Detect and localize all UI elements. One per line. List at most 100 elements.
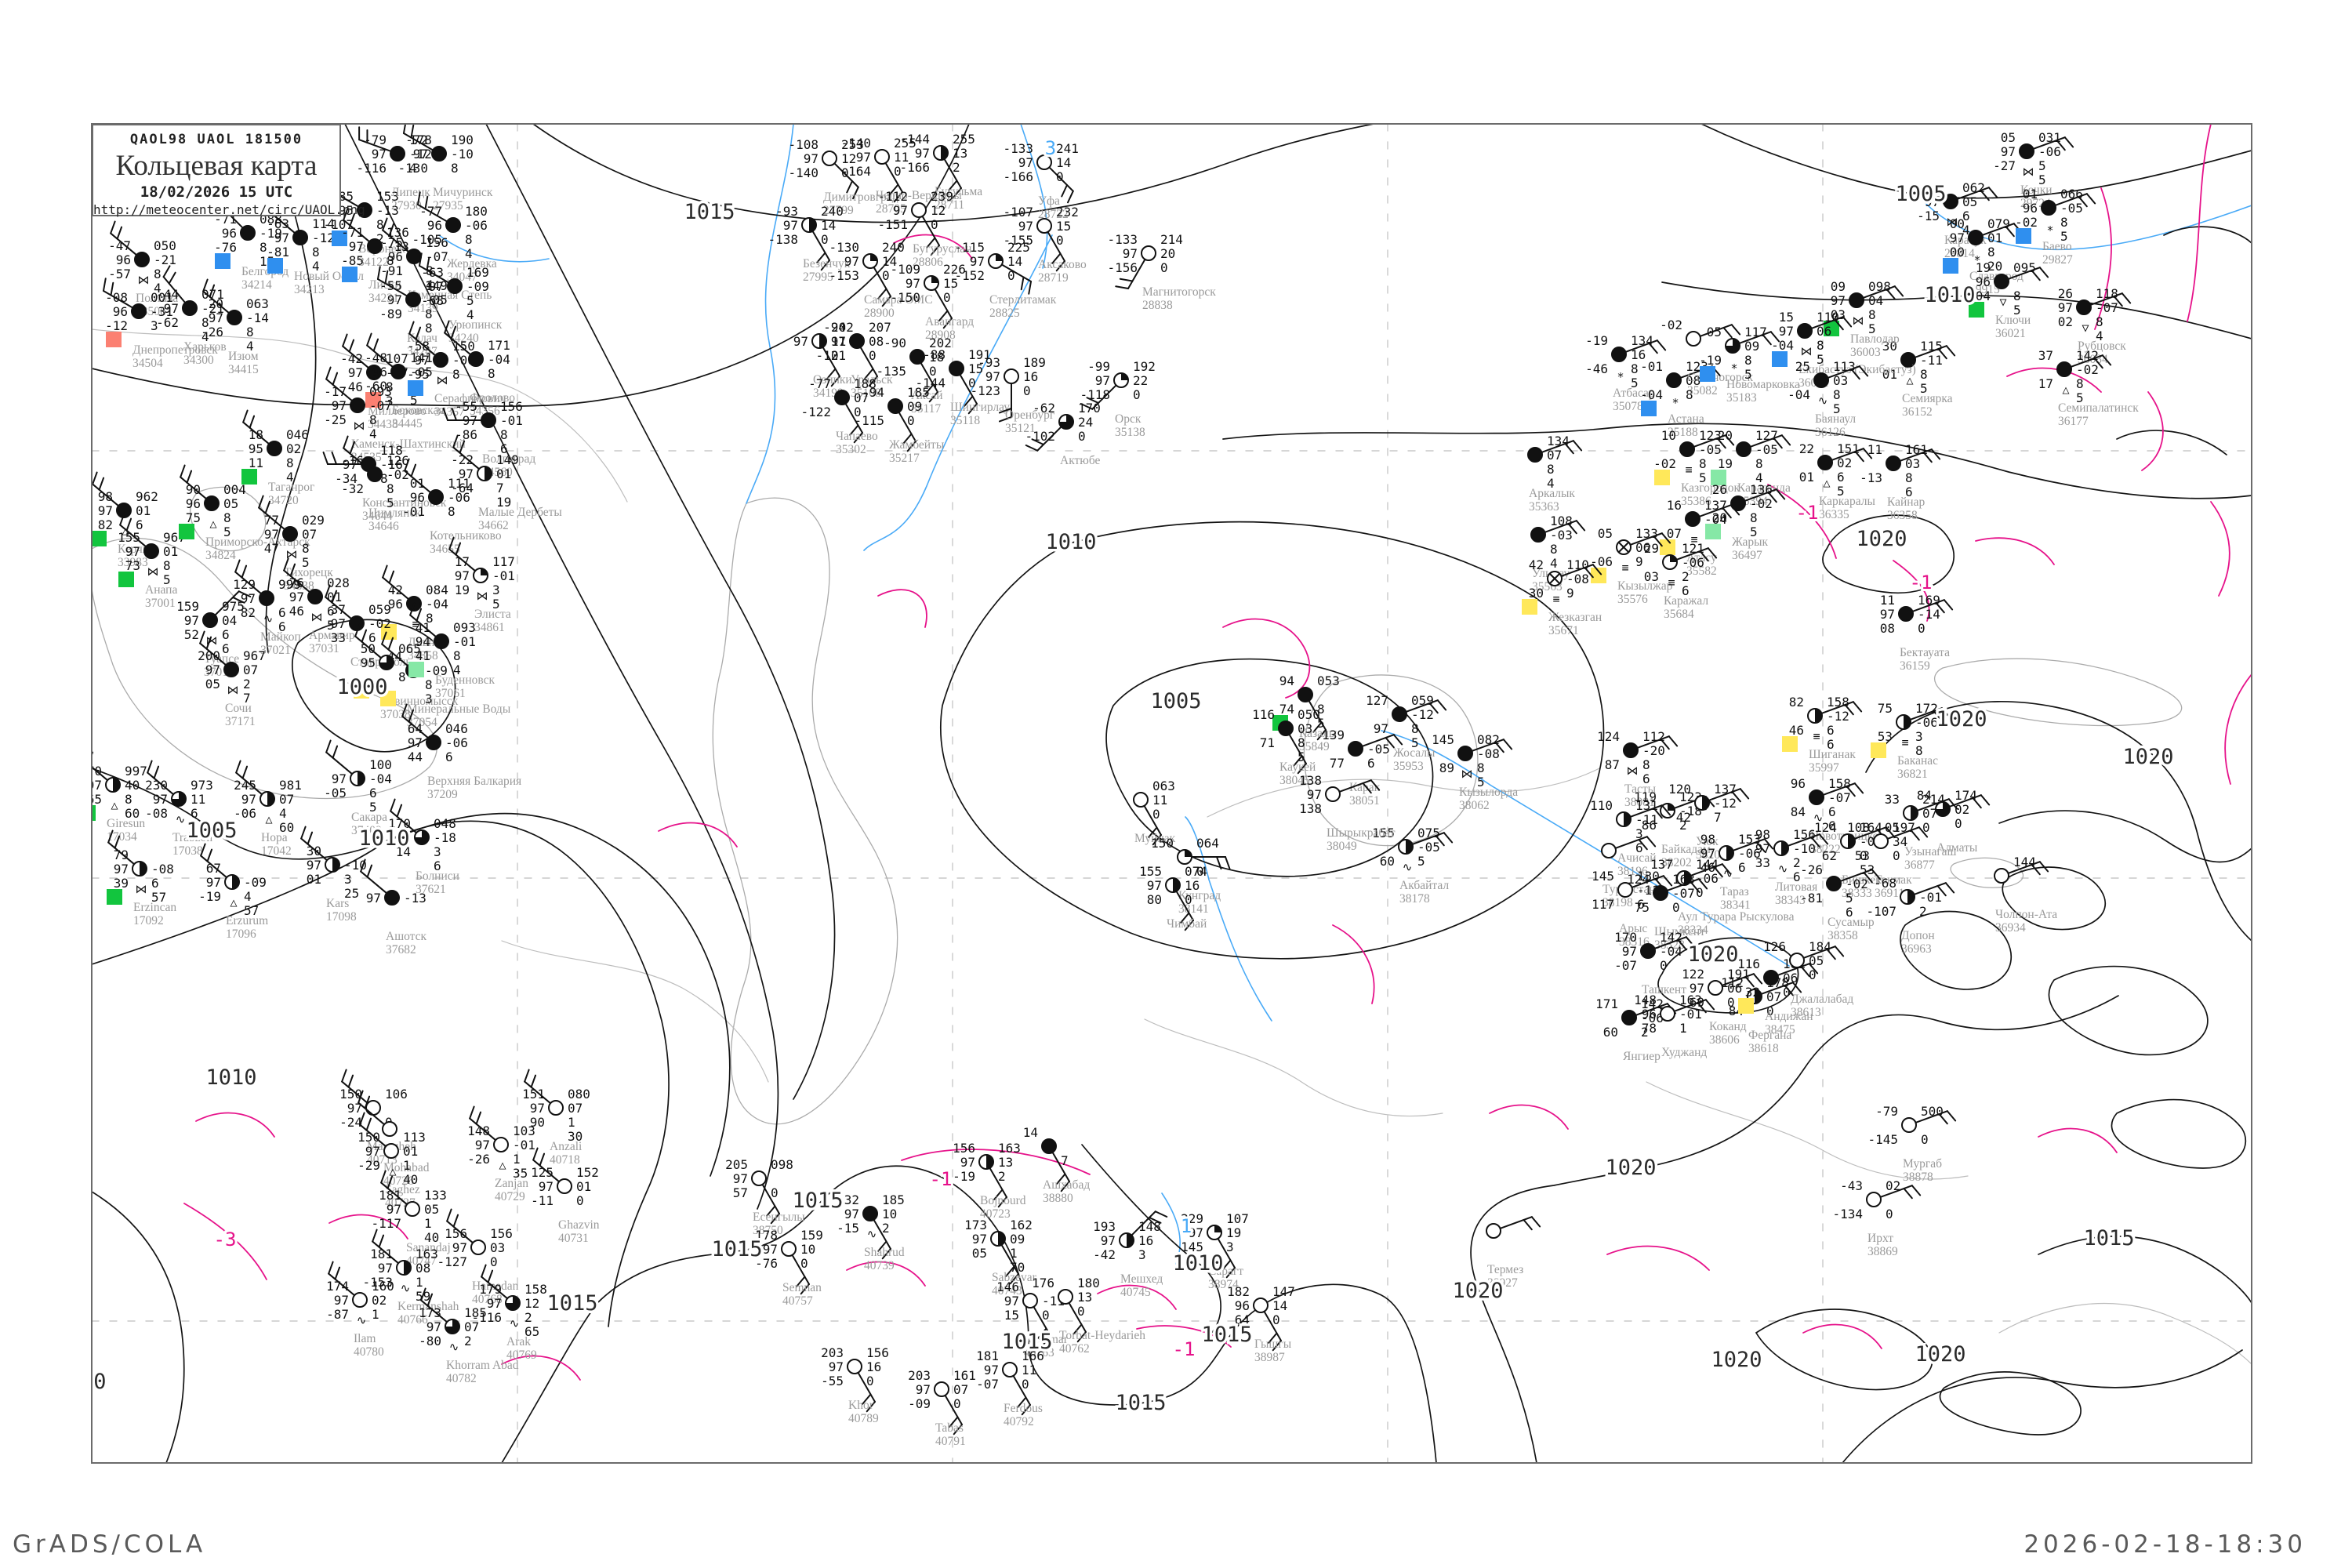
map-line (924, 383, 935, 395)
map-text: 0 (1133, 387, 1141, 402)
map-text: -21 (154, 252, 176, 267)
cloud-cover-circle (1763, 970, 1779, 985)
map-text: 96 (372, 365, 387, 379)
map-text: Цимлянск (368, 506, 421, 520)
map-text: 0 (1672, 900, 1680, 915)
map-line (202, 278, 209, 292)
map-text: -01 (453, 634, 476, 649)
map-text: 01 (307, 872, 321, 887)
cloud-cover-circle (383, 1143, 399, 1159)
map-text: 214 (1160, 232, 1183, 247)
cloud-cover-circle (1004, 368, 1019, 384)
map-line (501, 1355, 581, 1381)
map-line (258, 495, 264, 509)
map-text: 148 (1138, 1219, 1161, 1234)
map-line (993, 1189, 1004, 1200)
map-text: -133 (1003, 141, 1033, 156)
map-text: 4 (1547, 476, 1555, 491)
map-text: -05 (410, 365, 433, 379)
map-text: 02 (1886, 1178, 1900, 1193)
map-text: Баево (2042, 240, 2072, 253)
map-text: 0 (1272, 1312, 1280, 1327)
map-line (1216, 856, 1222, 870)
map-text: 0 (1196, 864, 1204, 879)
map-line (853, 432, 863, 444)
map-line (82, 747, 85, 759)
map-text: 176 (1032, 1276, 1054, 1290)
map-text: 97 (408, 735, 423, 750)
map-line (1080, 403, 1094, 410)
map-line (1648, 342, 1658, 354)
map-text: Шингирлау (950, 401, 1010, 414)
map-text: -05 (1755, 442, 1778, 457)
map-text: Hopa (261, 831, 288, 844)
source-url: http://meteocenter.net/circ/UAOL.png (93, 202, 365, 217)
map-text: 5 (1846, 891, 1853, 906)
map-text: 97 (452, 1240, 467, 1255)
map-text: 97 (763, 1242, 778, 1257)
map-line (1154, 1210, 1168, 1218)
map-text: 05 (424, 1202, 439, 1217)
map-text: -156 (1107, 260, 1138, 275)
map-text: ∿ (510, 1316, 520, 1330)
map-text: 35302 (836, 443, 866, 456)
map-text: 34357 (434, 405, 465, 419)
map-line (1677, 938, 1687, 951)
map-text: 38062 (1459, 799, 1490, 812)
map-text: ≡ (1668, 575, 1675, 590)
map-text: 8 (1477, 760, 1485, 775)
map-line (1362, 782, 1372, 794)
cloud-cover-circle (182, 300, 198, 316)
map-text: 131 (1635, 798, 1658, 813)
map-text: 65 (87, 792, 102, 807)
map-line (382, 217, 388, 231)
map-line (1031, 438, 1045, 445)
cloud-cover-circle (1253, 1298, 1269, 1313)
map-text: 142 (1660, 930, 1682, 945)
map-line (1435, 834, 1445, 847)
map-text: 41 (416, 620, 430, 635)
map-text: ≡ (1690, 532, 1697, 546)
map-text: 86 (1642, 818, 1657, 833)
map-text: -14 (246, 310, 269, 325)
map-line (325, 366, 332, 380)
map-text: 153 (376, 189, 399, 204)
cloud-cover-wedge (1406, 840, 1413, 854)
map-text: 74 (1279, 702, 1294, 717)
map-line (1862, 448, 1873, 459)
map-line (372, 1240, 399, 1264)
map-line (658, 822, 738, 848)
cloud-cover-circle (1797, 323, 1813, 339)
map-text: -12 (1827, 709, 1849, 724)
map-text: 97 (455, 568, 470, 583)
map-text: 57 (151, 890, 166, 905)
map-text: Есенгылы (753, 1210, 805, 1224)
map-line (331, 590, 338, 604)
map-line (2071, 354, 2103, 368)
map-line (877, 589, 927, 628)
map-text: 059 (1411, 693, 1434, 708)
map-text: △ (209, 517, 216, 531)
map-line (234, 571, 262, 594)
map-text: 17096 (226, 927, 256, 941)
map-line (1922, 451, 1933, 463)
map-line (372, 1229, 378, 1243)
map-text: 8 (1550, 542, 1558, 557)
map-text: -116 (356, 161, 387, 176)
map-text: -155 (1003, 233, 1033, 248)
map-text: 093 (453, 620, 476, 635)
map-text: 60 (279, 820, 294, 835)
cloud-cover-wedge (1936, 802, 1950, 816)
map-text: 28711 (935, 198, 964, 212)
map-text: 232 (1056, 205, 1079, 220)
map-text: 8 (425, 677, 433, 692)
map-line (1635, 1003, 1668, 1016)
map-text: 098 (1868, 279, 1891, 294)
